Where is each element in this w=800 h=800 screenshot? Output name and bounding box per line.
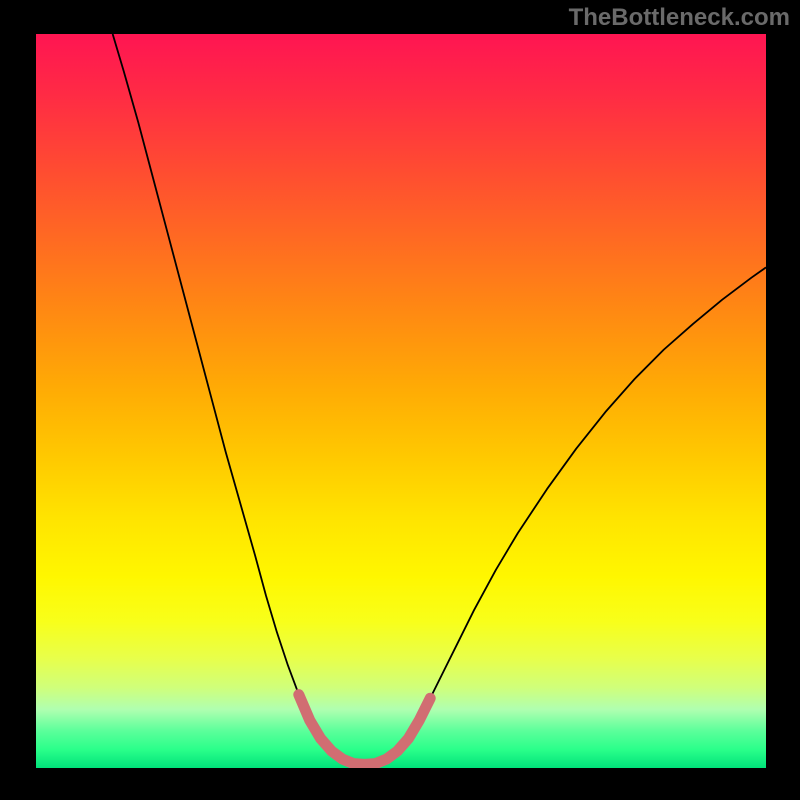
gradient-background	[36, 34, 766, 768]
chart-svg	[36, 34, 766, 768]
watermark-text: TheBottleneck.com	[569, 4, 790, 32]
plot-area	[36, 34, 766, 768]
chart-canvas: TheBottleneck.com	[0, 0, 800, 800]
